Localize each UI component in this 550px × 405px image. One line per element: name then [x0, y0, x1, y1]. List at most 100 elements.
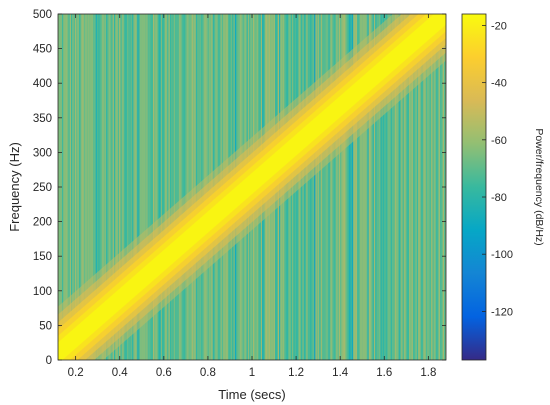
noise-stripe: [399, 14, 402, 360]
colorbar: [461, 13, 487, 361]
noise-stripe: [139, 14, 142, 360]
noise-stripe: [386, 14, 389, 360]
x-tick-label: 1.6: [376, 367, 392, 379]
noise-stripe: [394, 14, 397, 360]
noise-stripe: [67, 14, 69, 360]
noise-stripe: [401, 14, 403, 360]
noise-stripe: [156, 14, 159, 360]
noise-stripe: [107, 14, 109, 360]
noise-stripe: [108, 14, 111, 360]
y-tick-label: 300: [33, 147, 52, 159]
noise-stripe: [336, 14, 338, 360]
noise-stripe: [349, 14, 351, 360]
noise-stripe: [182, 14, 185, 360]
noise-stripe: [397, 14, 399, 360]
noise-stripe: [366, 14, 368, 360]
noise-stripe: [158, 14, 160, 360]
noise-stripe: [310, 14, 312, 360]
noise-stripe: [110, 14, 112, 360]
noise-stripe: [68, 14, 70, 360]
noise-stripe: [311, 14, 313, 360]
ridge-band: [58, 14, 446, 360]
noise-stripe: [173, 14, 176, 360]
noise-stripe: [77, 14, 79, 360]
noise-stripe: [61, 14, 64, 360]
noise-stripe: [177, 14, 179, 360]
noise-stripe: [342, 14, 345, 360]
noise-stripe: [87, 14, 90, 360]
noise-stripe: [151, 14, 153, 360]
noise-stripe: [347, 14, 350, 360]
noise-stripe: [159, 14, 161, 360]
noise-stripe: [302, 14, 304, 360]
noise-stripe: [169, 14, 172, 360]
noise-stripe: [308, 14, 311, 360]
noise-stripe: [129, 14, 131, 360]
noise-stripe: [164, 14, 166, 360]
noise-stripe: [82, 14, 85, 360]
noise-stripe: [380, 14, 382, 360]
noise-stripe: [437, 14, 439, 360]
noise-stripe: [307, 14, 309, 360]
noise-stripe: [364, 14, 367, 360]
noise-stripe: [384, 14, 386, 360]
noise-stripe: [314, 14, 316, 360]
noise-stripe: [152, 14, 155, 360]
colorbar-tick-label: -60: [491, 135, 507, 147]
noise-stripe: [94, 14, 96, 360]
noise-stripe: [423, 14, 425, 360]
noise-stripe: [328, 14, 330, 360]
noise-stripe: [301, 14, 303, 360]
colorbar-label: Power/frequency (dB/Hz): [533, 128, 545, 245]
noise-stripe: [371, 14, 373, 360]
x-tick-label: 0.2: [68, 367, 84, 379]
colorbar-tick-label: -100: [491, 249, 513, 261]
noise-stripe: [341, 14, 343, 360]
noise-stripe: [333, 14, 335, 360]
noise-stripe: [126, 14, 129, 360]
noise-stripe: [137, 14, 139, 360]
noise-stripe: [406, 14, 408, 360]
y-tick-label: 450: [33, 44, 52, 56]
noise-stripe: [363, 14, 365, 360]
noise-stripe: [362, 14, 364, 360]
noise-stripe: [71, 14, 73, 360]
noise-stripe: [106, 14, 108, 360]
colorbar-tick-label: -120: [491, 306, 513, 318]
noise-stripe: [149, 14, 151, 360]
noise-stripe: [172, 14, 174, 360]
noise-stripe: [146, 14, 148, 360]
noise-stripe: [368, 14, 371, 360]
noise-stripe: [324, 14, 326, 360]
noise-stripe: [407, 14, 410, 360]
noise-stripe: [178, 14, 181, 360]
colorbar-tick-label: -20: [491, 20, 507, 32]
noise-stripe: [375, 14, 377, 360]
noise-stripe: [372, 14, 374, 360]
noise-stripe: [145, 14, 147, 360]
noise-stripe: [163, 14, 165, 360]
noise-stripe: [136, 14, 138, 360]
noise-stripe: [104, 14, 107, 360]
noise-stripe: [303, 14, 306, 360]
noise-stripe: [410, 14, 412, 360]
noise-stripe: [167, 14, 169, 360]
noise-stripe: [323, 14, 325, 360]
noise-stripe: [191, 14, 194, 360]
noise-stripe: [402, 14, 404, 360]
noise-stripe: [181, 14, 183, 360]
noise-stripe: [168, 14, 170, 360]
noise-stripe: [150, 14, 152, 360]
noise-stripe: [176, 14, 178, 360]
noise-stripe: [319, 14, 321, 360]
noise-stripe: [93, 14, 95, 360]
noise-stripe: [100, 14, 103, 360]
noise-stripe: [180, 14, 182, 360]
noise-stripe: [97, 14, 99, 360]
noise-stripe: [89, 14, 91, 360]
noise-stripe: [316, 14, 319, 360]
x-tick-label: 1: [249, 367, 255, 379]
x-tick-label: 0.4: [112, 367, 129, 379]
noise-stripe: [171, 14, 173, 360]
noise-stripe: [438, 14, 441, 360]
